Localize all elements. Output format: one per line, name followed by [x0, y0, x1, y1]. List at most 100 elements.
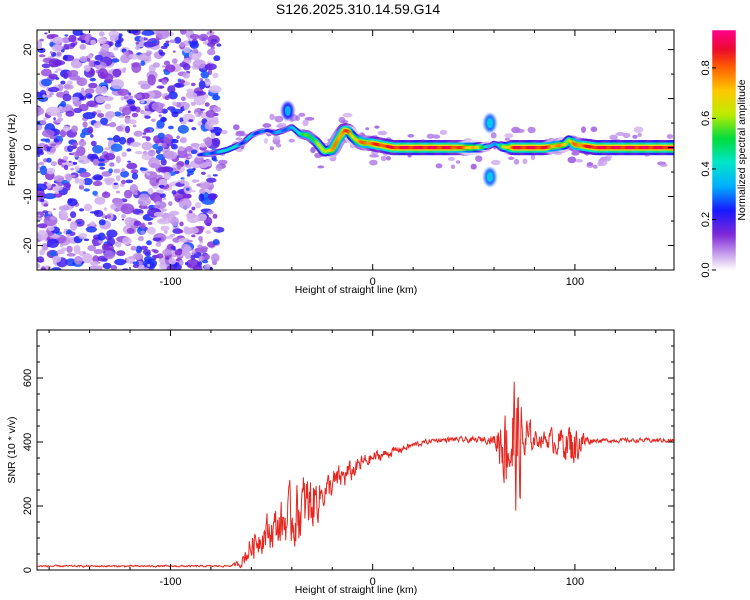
noise-blob: [92, 145, 104, 154]
noise-blob: [90, 221, 96, 226]
noise-blob: [43, 117, 48, 121]
noise-blob: [108, 41, 114, 47]
noise-blob: [78, 139, 87, 147]
colorbar-cell: [712, 192, 736, 195]
noise-blob: [168, 125, 174, 130]
snr-y-ticks: 0 200 400 600: [22, 345, 674, 573]
faint-blob: [527, 126, 536, 134]
noise-blob: [141, 141, 153, 151]
noise-blob: [110, 58, 120, 63]
noise-blob: [171, 190, 177, 195]
noise-blob: [93, 122, 101, 129]
colorbar-cell: [712, 262, 736, 265]
faint-blob: [490, 159, 501, 166]
noise-blob: [37, 183, 48, 191]
noise-blob: [120, 54, 130, 64]
faint-blob: [633, 126, 644, 133]
noise-blob: [151, 118, 156, 123]
noise-blob: [190, 254, 196, 260]
colorbar-cell: [712, 168, 736, 171]
noise-blob: [112, 135, 121, 143]
noise-blob: [85, 226, 97, 233]
noise-blob: [185, 146, 193, 152]
faint-blob: [317, 165, 325, 169]
noise-blob: [80, 97, 85, 100]
colorbar-cell: [712, 194, 736, 197]
y-tick-label: -20: [22, 238, 34, 254]
noise-blob: [173, 50, 176, 53]
noise-blob: [127, 160, 131, 163]
noise-blob: [106, 214, 112, 219]
noise-blob: [205, 230, 212, 234]
spectrogram-frame: [36, 29, 675, 271]
noise-blob: [103, 207, 108, 211]
noise-blob: [93, 242, 97, 247]
noise-blob: [100, 85, 108, 94]
faint-blob: [221, 130, 228, 135]
colorbar-cell: [712, 260, 736, 263]
noise-blob: [53, 208, 56, 211]
colorbar-cell: [712, 84, 736, 87]
colorbar-cell: [712, 236, 736, 239]
noise-blob: [186, 88, 195, 93]
noise-blob: [207, 174, 212, 178]
colorbar-cell: [712, 100, 736, 103]
colorbar-cell: [712, 174, 736, 177]
noise-blob: [46, 157, 52, 163]
noise-blob: [90, 39, 96, 46]
noise-blob: [163, 60, 171, 66]
noise-blob: [158, 114, 162, 118]
noise-blob: [116, 190, 121, 194]
colorbar-cell: [712, 82, 736, 85]
noise-blob: [64, 34, 69, 37]
noise-blob: [92, 190, 98, 196]
noise-blob: [163, 42, 170, 48]
noise-blob: [168, 258, 177, 265]
colorbar-cell: [712, 64, 736, 67]
noise-blob: [171, 139, 176, 143]
noise-blob: [84, 88, 95, 94]
noise-blob: [63, 164, 69, 171]
noise-blob: [199, 143, 207, 148]
noise-blob: [158, 184, 165, 188]
noise-blob: [195, 144, 199, 149]
noise-blob: [132, 261, 140, 265]
noise-blob: [152, 237, 162, 242]
noise-blob: [94, 54, 104, 61]
colorbar-cell: [712, 198, 736, 201]
noise-blob: [176, 164, 182, 170]
noise-blob: [60, 129, 67, 138]
colorbar-cell: [712, 132, 736, 135]
faint-blob: [218, 159, 228, 165]
noise-blob: [142, 132, 147, 135]
colorbar-gradient: [711, 29, 737, 271]
faint-blob: [455, 160, 461, 164]
noise-blob: [62, 155, 69, 161]
noise-blob: [137, 197, 151, 206]
noise-blob: [112, 68, 122, 78]
noise-blob: [126, 162, 138, 170]
colorbar-cell: [712, 44, 736, 47]
noise-blob: [126, 148, 132, 152]
noise-blob: [173, 83, 185, 88]
noise-blob: [210, 38, 218, 43]
noise-blob: [73, 107, 82, 114]
faint-blob: [310, 147, 316, 154]
noise-blob: [169, 233, 176, 237]
noise-blob: [71, 96, 80, 102]
noise-blob: [121, 168, 126, 173]
noise-blob: [141, 92, 150, 100]
noise-blob: [204, 121, 212, 130]
noise-blob: [147, 221, 153, 225]
noise-blob: [40, 68, 52, 77]
noise-blob: [129, 105, 137, 112]
noise-blob: [46, 106, 61, 117]
noise-blob: [135, 40, 147, 48]
noise-blob: [65, 110, 75, 117]
noise-blob: [190, 149, 198, 155]
faint-blob: [435, 163, 443, 169]
noise-blob: [210, 46, 215, 50]
noise-blob: [178, 229, 184, 234]
noise-blob: [199, 78, 204, 81]
noise-blob: [51, 267, 62, 270]
